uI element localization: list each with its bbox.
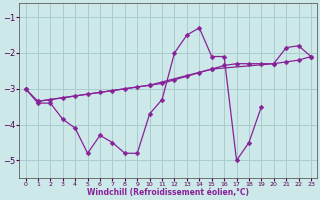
X-axis label: Windchill (Refroidissement éolien,°C): Windchill (Refroidissement éolien,°C): [87, 188, 249, 197]
